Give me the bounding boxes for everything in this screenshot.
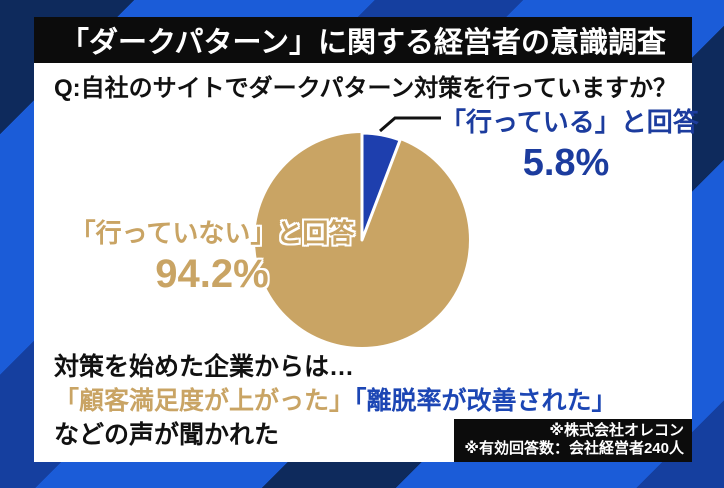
pie-label-no-value: 94.2% [155,252,269,296]
callout-line [379,116,441,133]
pie-label-no: 「行っていない」と回答 94.2% [66,213,358,297]
insight-quotes: 「顧客満足度が上がった」「離脱率が改善された」 [54,384,617,418]
pie-chart [255,116,469,347]
footnote-respondents: ※有効回答数：会社経営者240人 [464,440,684,457]
title-bar: 「ダークパターン」に関する経営者の意識調査 [34,17,692,63]
pie-slice-yes [360,131,402,242]
pie-label-no-text: 「行っていない」と回答 [69,218,355,248]
insight-intro: 対策を始めた企業からは… [54,353,355,381]
survey-panel: Q:自社のサイトでダークパターン対策を行っていますか？ 「行っていない」と回答 … [34,63,699,462]
footnote-box: ※株式会社オレコン ※有効回答数：会社経営者240人 [454,419,692,462]
insight-quote-blue: 「離脱率が改善された」 [354,387,617,415]
pie-label-yes-value: 5.8% [522,142,610,184]
insight-block: 対策を始めた企業からは… 「顧客満足度が上がった」「離脱率が改善された」 などの… [54,350,617,452]
footnote-source: ※株式会社オレコン [549,422,684,439]
pie-label-yes-text: 「行っている」と回答 [440,107,699,137]
insight-outro: などの声が聞かれた [54,421,280,449]
insight-quote-gold: 「顧客満足度が上がった」 [54,387,355,415]
pie-label-yes: 「行っている」と回答 5.8% [440,102,699,185]
survey-question: Q:自社のサイトでダークパターン対策を行っていますか？ [54,75,678,102]
page-title: 「ダークパターン」に関する経営者の意識調査 [59,27,667,59]
